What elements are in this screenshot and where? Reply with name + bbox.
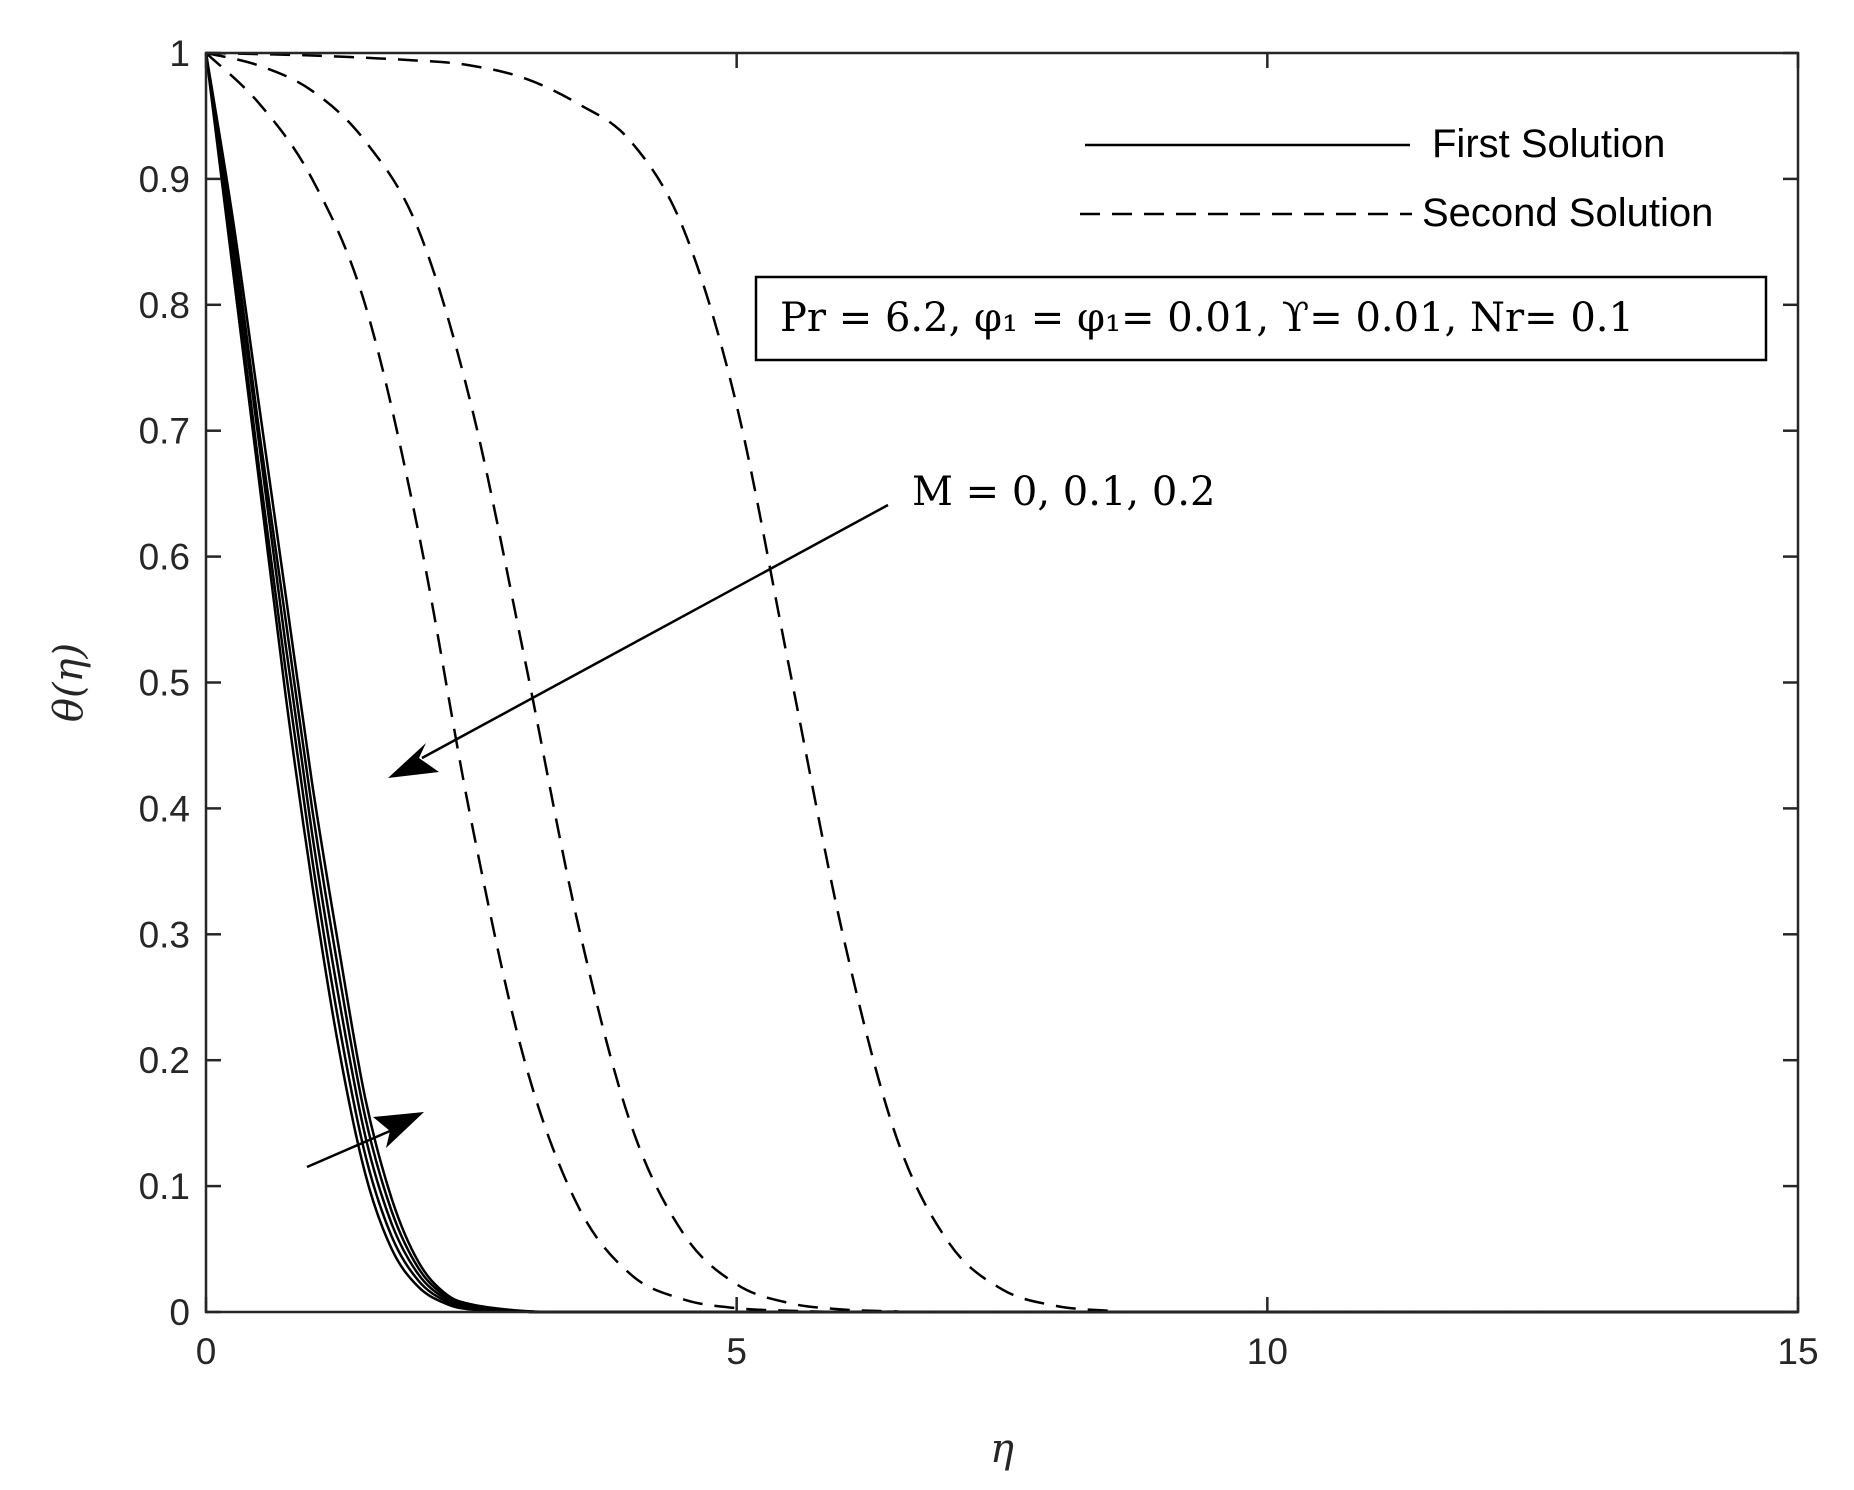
axes-layer: 0 5 10 15 0 0.1 0.2 0.3 0.4 0.5 0.6 0.7 0.8 0.9 1 η θ(η) bbox=[46, 33, 1819, 1472]
y-tick-label: 0.7 bbox=[139, 411, 190, 452]
x-tick-label: 0 bbox=[196, 1331, 217, 1372]
x-tick-label: 15 bbox=[1777, 1331, 1818, 1372]
y-tick-label: 0.9 bbox=[139, 159, 190, 200]
parameter-box-text: Pr = 6.2, φ₁ = φ₁= 0.01, ϒ= 0.01, Nr= 0.… bbox=[780, 295, 1634, 341]
y-tick-label: 0 bbox=[169, 1292, 190, 1333]
x-tick-label: 10 bbox=[1247, 1331, 1288, 1372]
parameter-box-frame bbox=[754, 275, 1768, 362]
y-axis-label: θ(η) bbox=[46, 643, 92, 722]
y-tick-label: 0.6 bbox=[139, 537, 190, 578]
y-tick-label: 0.2 bbox=[139, 1040, 190, 1081]
y-tick-label: 0.3 bbox=[139, 914, 190, 955]
y-tick-label: 0.4 bbox=[139, 788, 190, 829]
y-tick-label: 0.5 bbox=[139, 663, 190, 704]
y-tick-label: 0.1 bbox=[139, 1166, 190, 1207]
legend-label-first-solution: First Solution bbox=[1432, 122, 1665, 166]
parameter-box: Pr = 6.2, φ₁ = φ₁= 0.01, ϒ= 0.01, Nr= 0.… bbox=[754, 275, 1768, 362]
y-tick-label: 0.8 bbox=[139, 285, 190, 326]
x-tick-label: 5 bbox=[726, 1331, 747, 1372]
legend-label-second-solution: Second Solution bbox=[1422, 191, 1713, 235]
small-arrow-shaft bbox=[306, 1129, 391, 1169]
x-axis-label: η bbox=[990, 1426, 1014, 1472]
legend: First Solution Second Solution bbox=[1080, 122, 1713, 235]
y-tick-label: 1 bbox=[169, 33, 190, 74]
m-arrow-head bbox=[388, 743, 439, 778]
annotation-layer: M = 0, 0.1, 0.2 bbox=[306, 469, 1215, 1169]
small-arrow-head bbox=[373, 1112, 424, 1148]
m-arrow-shaft bbox=[421, 503, 889, 760]
m-annotation-label: M = 0, 0.1, 0.2 bbox=[912, 469, 1215, 515]
